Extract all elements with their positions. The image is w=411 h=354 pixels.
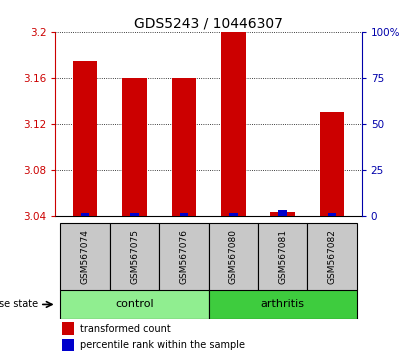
Bar — [62, 322, 74, 335]
Bar — [278, 210, 287, 216]
Bar — [307, 223, 357, 290]
Text: arthritis: arthritis — [261, 299, 305, 309]
Bar — [60, 290, 209, 319]
Bar — [130, 213, 139, 216]
Bar — [62, 339, 74, 351]
Bar — [258, 223, 307, 290]
Text: GSM567082: GSM567082 — [328, 229, 337, 284]
Bar — [209, 290, 357, 319]
Bar — [180, 213, 188, 216]
Bar — [110, 223, 159, 290]
Bar — [159, 223, 209, 290]
Bar — [60, 223, 110, 290]
Bar — [209, 223, 258, 290]
Bar — [81, 213, 90, 216]
Bar — [171, 78, 196, 216]
Bar — [229, 213, 238, 216]
Bar — [73, 61, 97, 216]
Bar — [221, 32, 246, 216]
Bar — [328, 213, 336, 216]
Text: GSM567074: GSM567074 — [81, 229, 90, 284]
Title: GDS5243 / 10446307: GDS5243 / 10446307 — [134, 17, 283, 31]
Text: GSM567080: GSM567080 — [229, 229, 238, 284]
Text: GSM567075: GSM567075 — [130, 229, 139, 284]
Text: control: control — [115, 299, 154, 309]
Text: disease state: disease state — [0, 299, 38, 309]
Text: percentile rank within the sample: percentile rank within the sample — [80, 340, 245, 350]
Bar — [270, 212, 295, 216]
Bar — [320, 113, 344, 216]
Text: transformed count: transformed count — [80, 324, 171, 333]
Text: GSM567081: GSM567081 — [278, 229, 287, 284]
Bar — [122, 78, 147, 216]
Text: GSM567076: GSM567076 — [179, 229, 188, 284]
